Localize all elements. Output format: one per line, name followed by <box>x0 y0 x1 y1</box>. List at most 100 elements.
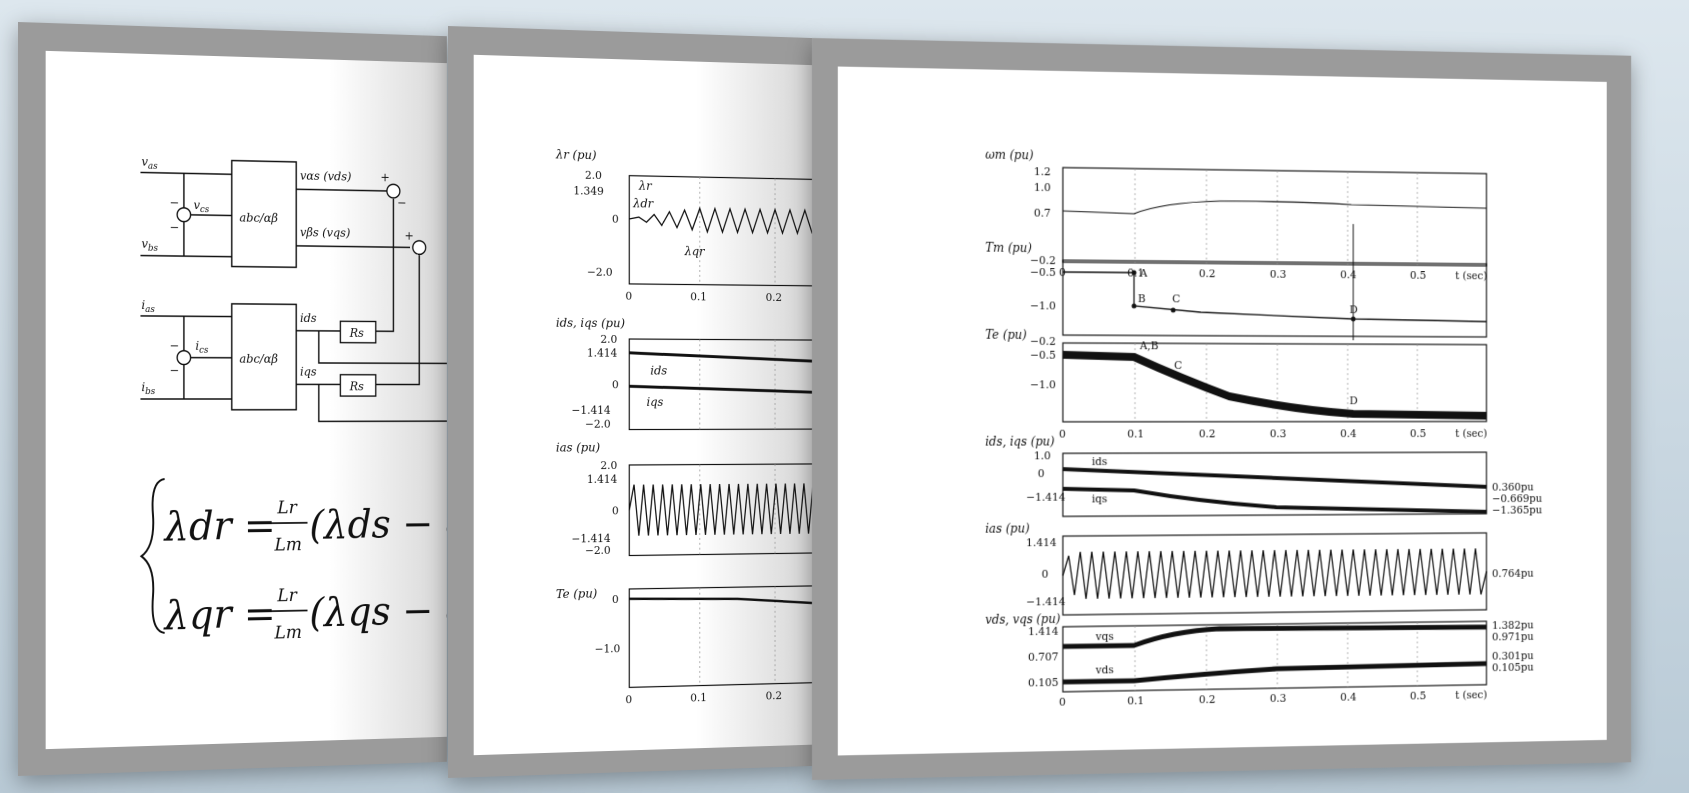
chart2-ytick-3: −1.414 <box>571 404 610 417</box>
p3-chart5-rlabel-0: 0.764pu <box>1492 567 1534 580</box>
chart2-ytick-1: 1.414 <box>587 347 617 360</box>
p3-chart1-xtick-3: 0.3 <box>1270 268 1286 281</box>
chart1-xtick-0: 0 <box>625 290 632 303</box>
chart4-ytick-0: 0 <box>612 593 619 606</box>
p3-chart3-annot-AB: A,B <box>1139 339 1159 352</box>
p3-chart5-ytick-1: 0 <box>1042 568 1049 581</box>
plot-panel-2: λr (pu) 2.0 1.349 0 −2.0 λr λdr λqr 0 0.… <box>448 26 812 778</box>
chart1-ytick-3: −2.0 <box>587 266 613 279</box>
waveform-plots-left: λr (pu) 2.0 1.349 0 −2.0 λr λdr λqr 0 0.… <box>448 26 812 778</box>
chart1-annot-2: λqr <box>684 244 706 258</box>
p3-chart1-xtick-2: 0.2 <box>1199 267 1216 280</box>
p3-chart2-annot-A: A <box>1139 267 1149 280</box>
p3-chart3-ytick-1: −0.5 <box>1030 349 1056 362</box>
sign-minus-v2: − <box>169 220 179 234</box>
chart2-ylabel: ids, iqs (pu) <box>556 316 625 330</box>
p3-chart3-annot-C: C <box>1174 359 1182 372</box>
block-diagram: vas vcs vbs − − abc/αβ vαs (vds) vβs (vq… <box>18 22 447 776</box>
sign-minus-i1: − <box>169 339 179 353</box>
p3-chart6-annot-vqs: vqs <box>1095 630 1114 643</box>
eq2-frac-den: Lm <box>274 622 302 643</box>
chart2-ytick-2: 0 <box>612 378 619 391</box>
p3-chart5-ytick-0: 1.414 <box>1026 536 1056 549</box>
p3-chart6-ytick-2: 0.105 <box>1028 676 1058 689</box>
p3-chart6-rlabel-3: 0.105pu <box>1492 661 1534 674</box>
p3-chart6-xtick-5: 0.5 <box>1410 690 1426 703</box>
p3-chart6-xtick-2: 0.2 <box>1199 693 1216 706</box>
plot-panel-3: ωm (pu) 1.2 1.0 0.7 0 0.1 0.2 0.3 0.4 0.… <box>812 38 1631 780</box>
p3-chart6-ytick-0: 1.414 <box>1028 625 1058 638</box>
p3-chart6-ytick-1: 0.707 <box>1028 650 1058 663</box>
p3-chart1-xtick-5: 0.5 <box>1410 269 1426 282</box>
chart1-xtick-2: 0.2 <box>766 291 782 304</box>
eq1-frac-num: Lr <box>276 497 298 518</box>
block-label-current: abc/αβ <box>239 352 278 366</box>
p3-chart6-xtick-4: 0.4 <box>1340 691 1356 704</box>
block-label-voltage: abc/αβ <box>239 211 278 225</box>
chart1-ytick-1: 1.349 <box>573 184 603 197</box>
chart4-ylabel: Te (pu) <box>556 586 598 601</box>
chart1-annot-1: λdr <box>632 196 654 210</box>
label-iqs: iqs <box>300 365 317 379</box>
chart4-xtick-1: 0.1 <box>690 691 707 704</box>
label-v-beta: vβs (vqs) <box>300 225 351 239</box>
label-ids: ids <box>300 311 317 325</box>
p3-chart1-xtick-4: 0.4 <box>1340 268 1356 281</box>
sign-plus-2: + <box>404 229 413 243</box>
p3-chart3-annot-D: D <box>1350 394 1358 407</box>
p3-chart2-annot-B: B <box>1138 292 1146 305</box>
eq1-rhs: (λds − σ Ls i <box>309 501 446 548</box>
chart3-ytick-1: 1.414 <box>587 473 617 486</box>
p3-chart2-ytick-2: −1.0 <box>1030 299 1056 312</box>
p3-chart4-ytick-2: −1.414 <box>1026 491 1065 504</box>
p3-chart2-annot-D: D <box>1350 303 1358 316</box>
chart4-xtick-2: 0.2 <box>766 689 782 702</box>
p3-chart3-ytick-2: −1.0 <box>1030 378 1056 391</box>
resistor-label-d: Rs <box>349 326 364 340</box>
p3-chart3-xtick-0: 0 <box>1059 428 1066 441</box>
p3-chart6-xtick-0: 0 <box>1059 696 1066 709</box>
p3-chart1-ytick-2: 0.7 <box>1034 207 1051 220</box>
waveform-plots-right: ωm (pu) 1.2 1.0 0.7 0 0.1 0.2 0.3 0.4 0.… <box>812 38 1631 780</box>
p3-chart3-xtick-3: 0.3 <box>1270 427 1286 440</box>
sign-plus-1: + <box>380 170 389 184</box>
p3-chart3-ytick-0: −0.2 <box>1030 335 1056 348</box>
chart3-ytick-2: 0 <box>612 504 619 517</box>
chart3-ylabel: ias (pu) <box>556 440 601 454</box>
p3-chart4-annot-iqs: iqs <box>1092 493 1108 506</box>
p3-chart6-xunit: t (sec) <box>1455 689 1487 702</box>
p3-chart2-ytick-1: −0.5 <box>1030 266 1056 279</box>
p3-chart4-rlabel-2: −1.365pu <box>1492 504 1542 517</box>
p3-chart2-annot-C: C <box>1172 292 1180 305</box>
p3-chart3-xtick-4: 0.4 <box>1340 427 1356 440</box>
chart2-annot-0: ids <box>650 364 667 378</box>
chart4-xtick-0: 0 <box>625 693 632 706</box>
p3-chart5-ylabel: ias (pu) <box>985 522 1030 536</box>
chart4-ytick-1: −1.0 <box>595 642 621 655</box>
p3-chart4-ytick-1: 0 <box>1038 467 1045 480</box>
chart2-annot-1: iqs <box>646 395 663 409</box>
eq1-frac-den: Lm <box>274 534 302 555</box>
p3-chart1-ylabel: ωm (pu) <box>985 148 1034 163</box>
p3-chart3-xunit: t (sec) <box>1455 427 1487 440</box>
p3-chart3-xtick-1: 0.1 <box>1127 428 1144 441</box>
equation-lambda-dr: λdr = <box>163 503 276 550</box>
p3-chart4-ylabel: ids, iqs (pu) <box>985 435 1055 449</box>
chart1-ytick-0: 2.0 <box>585 169 602 182</box>
p3-chart6-annot-vds: vds <box>1095 663 1114 676</box>
sign-minus-1: − <box>397 196 406 210</box>
p3-chart1-xunit: t (sec) <box>1455 269 1487 282</box>
chart3-ytick-0: 2.0 <box>600 459 617 472</box>
chart2-ytick-4: −2.0 <box>585 418 611 431</box>
sign-minus-v1: − <box>169 196 179 210</box>
equation-lambda-qr: λqr = <box>163 591 276 639</box>
p3-chart2-ylabel: Tm (pu) <box>985 241 1032 255</box>
p3-chart3-xtick-5: 0.5 <box>1410 427 1426 440</box>
p3-chart4-ytick-0: 1.0 <box>1034 449 1051 462</box>
diagram-panel-1: vas vcs vbs − − abc/αβ vαs (vds) vβs (vq… <box>18 22 447 776</box>
p3-chart5-ytick-2: −1.414 <box>1026 595 1065 608</box>
chart1-ytick-2: 0 <box>612 213 619 226</box>
p3-chart6-xtick-1: 0.1 <box>1127 694 1144 707</box>
p3-chart3-xtick-2: 0.2 <box>1199 428 1216 441</box>
p3-chart4-annot-ids: ids <box>1092 455 1108 468</box>
